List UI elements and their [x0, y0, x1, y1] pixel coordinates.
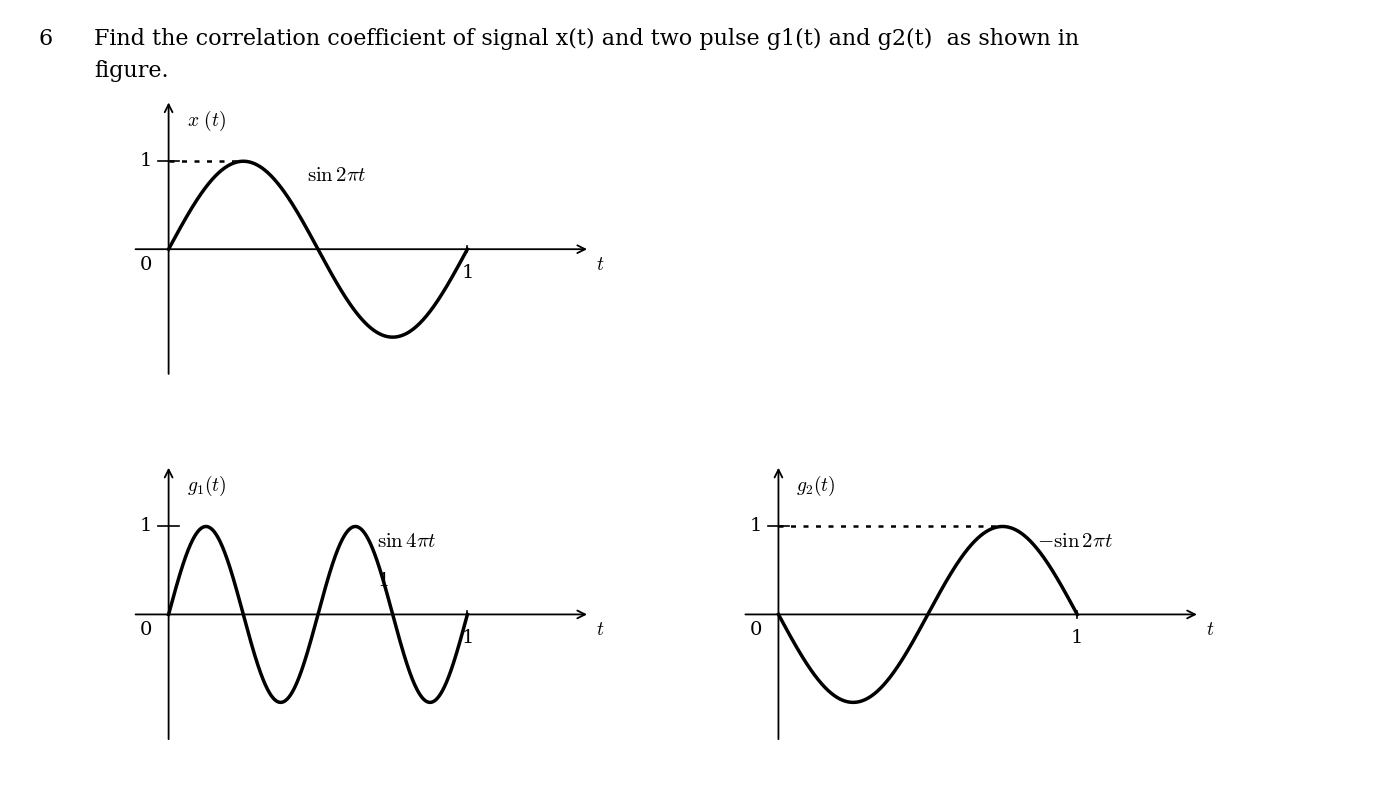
Text: $\sin 2\pi t$: $\sin 2\pi t$: [308, 165, 367, 185]
Text: 1: 1: [140, 152, 152, 170]
Text: $t$: $t$: [596, 620, 604, 639]
Text: $g_2(t)$: $g_2(t)$: [797, 474, 836, 498]
Text: 1: 1: [750, 518, 762, 535]
Text: 1: 1: [462, 264, 474, 282]
Text: 1: 1: [1071, 630, 1084, 647]
Text: 0: 0: [140, 256, 152, 274]
Text: 1: 1: [462, 630, 474, 647]
Text: $t$: $t$: [596, 255, 604, 274]
Text: 6: 6: [39, 28, 53, 50]
Text: 0: 0: [750, 622, 762, 639]
Text: 1: 1: [140, 518, 152, 535]
Text: figure.: figure.: [94, 60, 169, 82]
Text: $-\sin 2\pi t$: $-\sin 2\pi t$: [1037, 530, 1113, 550]
Text: Find the correlation coefficient of signal x(t) and two pulse g1(t) and g2(t)  a: Find the correlation coefficient of sign…: [94, 28, 1080, 50]
Text: 0: 0: [140, 622, 152, 639]
Text: $g_1(t)$: $g_1(t)$: [187, 474, 226, 498]
Text: 1: 1: [377, 572, 389, 590]
Text: $x\ (t)$: $x\ (t)$: [187, 109, 226, 133]
Text: $t$: $t$: [1206, 620, 1214, 639]
Text: $\sin 4\pi t$: $\sin 4\pi t$: [377, 530, 437, 550]
